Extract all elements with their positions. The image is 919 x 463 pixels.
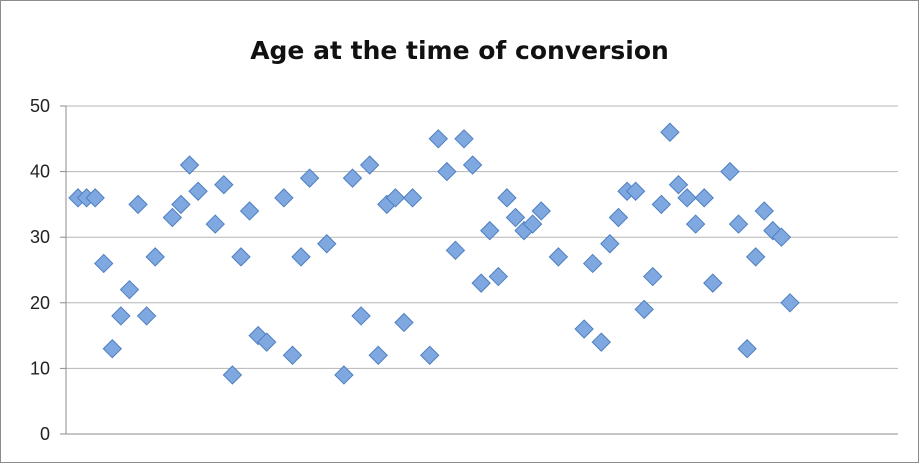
data-point-7 bbox=[119, 279, 140, 300]
data-point-10 bbox=[145, 247, 165, 267]
data-point-55 bbox=[531, 201, 551, 221]
data-point-61 bbox=[582, 253, 603, 274]
data-point-75 bbox=[703, 273, 723, 293]
data-points bbox=[68, 122, 800, 385]
data-point-83 bbox=[771, 227, 792, 247]
y-tick-label-10: 10 bbox=[30, 358, 50, 378]
gridlines bbox=[60, 105, 898, 435]
data-point-52 bbox=[505, 207, 526, 228]
y-tick-label-0: 0 bbox=[40, 424, 50, 444]
data-point-49 bbox=[480, 220, 500, 241]
data-point-74 bbox=[694, 188, 714, 208]
y-tick-label-30: 30 bbox=[30, 227, 50, 247]
data-point-3 bbox=[85, 188, 105, 208]
y-axis-ticks: 0 10 20 30 40 50 bbox=[30, 96, 50, 444]
data-point-6 bbox=[111, 306, 131, 326]
data-point-81 bbox=[754, 201, 774, 221]
data-point-23 bbox=[257, 332, 277, 352]
data-point-21 bbox=[239, 201, 260, 221]
data-point-68 bbox=[643, 266, 663, 287]
data-point-42 bbox=[420, 345, 440, 365]
data-point-60 bbox=[574, 319, 594, 339]
data-point-17 bbox=[205, 214, 225, 234]
data-point-35 bbox=[359, 155, 380, 175]
data-point-47 bbox=[462, 155, 483, 175]
data-point-66 bbox=[625, 181, 646, 201]
data-point-18 bbox=[214, 175, 234, 195]
data-point-46 bbox=[454, 129, 474, 149]
data-point-12 bbox=[162, 207, 183, 228]
data-point-26 bbox=[282, 345, 303, 365]
data-point-44 bbox=[437, 161, 457, 182]
data-point-67 bbox=[634, 299, 654, 320]
data-point-27 bbox=[291, 247, 311, 267]
data-point-64 bbox=[608, 207, 629, 228]
data-point-62 bbox=[591, 332, 611, 352]
data-point-14 bbox=[179, 155, 200, 175]
data-point-15 bbox=[188, 181, 208, 201]
data-point-48 bbox=[471, 273, 491, 293]
data-point-25 bbox=[274, 188, 294, 208]
data-point-33 bbox=[342, 168, 363, 188]
data-point-77 bbox=[720, 161, 740, 182]
data-point-50 bbox=[488, 266, 509, 287]
data-point-80 bbox=[745, 247, 766, 267]
data-point-78 bbox=[728, 214, 749, 234]
data-point-84 bbox=[780, 293, 800, 313]
data-point-54 bbox=[522, 214, 543, 234]
data-point-20 bbox=[231, 247, 251, 267]
data-point-30 bbox=[317, 234, 337, 254]
data-point-13 bbox=[171, 194, 191, 215]
data-point-69 bbox=[651, 194, 672, 215]
data-point-51 bbox=[497, 188, 517, 208]
data-point-73 bbox=[685, 214, 706, 234]
data-point-5 bbox=[102, 339, 123, 359]
chart-title: Age at the time of conversion bbox=[250, 36, 669, 65]
y-tick-label-20: 20 bbox=[30, 293, 50, 313]
data-point-19 bbox=[222, 365, 243, 385]
data-point-57 bbox=[548, 247, 569, 267]
y-tick-label-50: 50 bbox=[30, 96, 50, 116]
data-point-63 bbox=[600, 234, 620, 254]
data-point-71 bbox=[668, 175, 689, 195]
data-point-43 bbox=[428, 129, 448, 149]
data-point-38 bbox=[385, 188, 406, 208]
data-point-40 bbox=[402, 188, 423, 208]
data-point-9 bbox=[136, 306, 157, 326]
data-point-32 bbox=[334, 365, 354, 385]
data-point-70 bbox=[660, 122, 680, 142]
data-point-45 bbox=[445, 240, 466, 261]
data-point-8 bbox=[128, 194, 148, 215]
data-point-79 bbox=[737, 339, 757, 359]
data-point-36 bbox=[368, 345, 388, 365]
data-point-4 bbox=[94, 253, 114, 274]
y-tick-label-40: 40 bbox=[30, 162, 50, 182]
data-point-34 bbox=[351, 306, 371, 326]
data-point-39 bbox=[394, 312, 414, 333]
data-point-28 bbox=[299, 168, 320, 188]
data-point-72 bbox=[677, 188, 697, 208]
